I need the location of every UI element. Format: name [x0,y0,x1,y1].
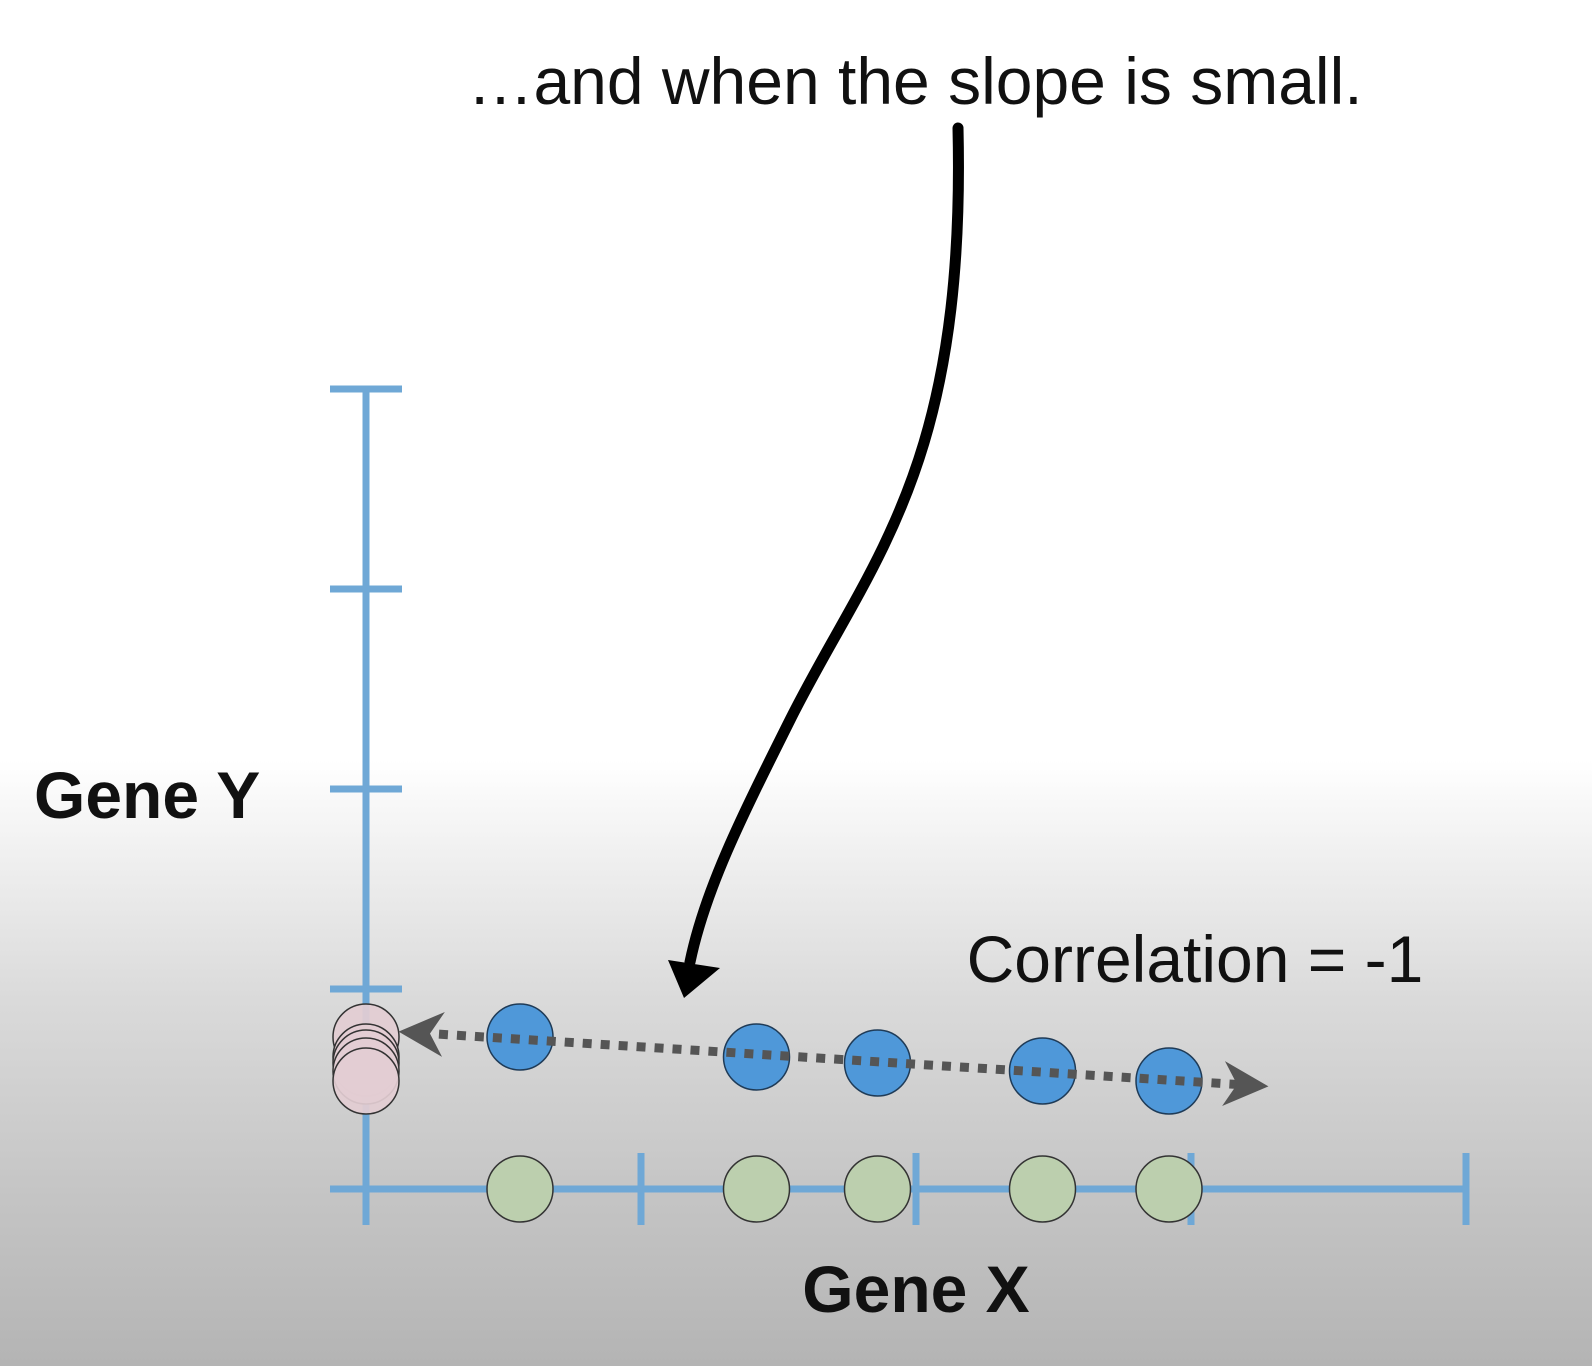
x-projection-point [486,1155,554,1223]
correlation-annotation: Correlation = -1 [967,922,1424,996]
axis-projections [332,1003,1203,1223]
y-projection-point [332,1047,400,1115]
trend-line-layer [398,1011,1269,1107]
chart-title: …and when the slope is small. [467,44,1362,118]
pointer-arrow [684,122,964,968]
pointer-arrow-head [668,960,720,998]
x-projection-point [843,1155,912,1223]
x-projection-point [1008,1155,1077,1223]
x-projection-point [722,1155,791,1223]
trend-line [398,1011,1269,1107]
y-axis-title: Gene Y [34,758,260,832]
data-points [486,1003,1203,1115]
x-axis-title: Gene X [802,1252,1029,1326]
x-projection-point [1135,1155,1203,1223]
